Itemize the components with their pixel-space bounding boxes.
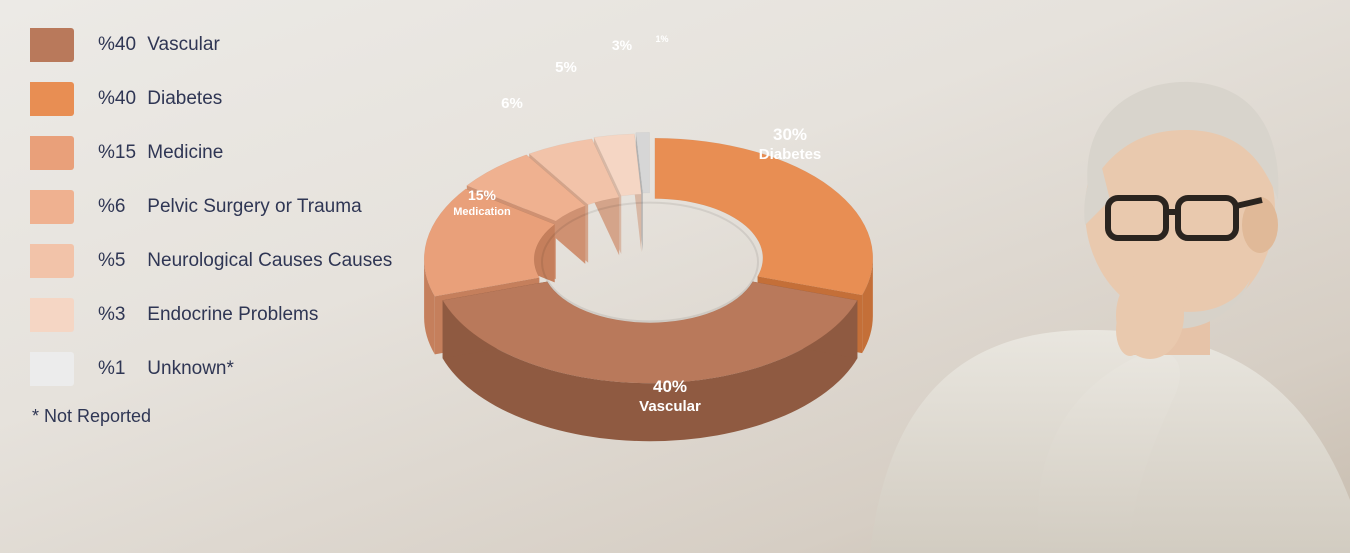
legend-swatch bbox=[30, 298, 74, 332]
legend-text: %40 Diabetes bbox=[98, 88, 222, 110]
legend-swatch bbox=[30, 190, 74, 224]
legend-swatch bbox=[30, 352, 74, 386]
legend-text: %40 Vascular bbox=[98, 34, 220, 56]
legend-text: %6 Pelvic Surgery or Trauma bbox=[98, 196, 362, 218]
legend-swatch bbox=[30, 244, 74, 278]
slice-label-unknown: 1% bbox=[655, 34, 668, 44]
legend-item: %6 Pelvic Surgery or Trauma bbox=[30, 190, 392, 224]
legend-text: %15 Medicine bbox=[98, 142, 223, 164]
slice-sublabel-medication: Medication bbox=[453, 206, 511, 218]
legend-item: %40 Diabetes bbox=[30, 82, 392, 116]
legend: %40 Vascular %40 Diabetes %15 Medicine %6 P… bbox=[30, 28, 392, 427]
slice-label-vascular: 40% bbox=[653, 377, 687, 396]
legend-item: %15 Medicine bbox=[30, 136, 392, 170]
legend-text: %1 Unknown* bbox=[98, 358, 234, 380]
legend-item: %3 Endocrine Problems bbox=[30, 298, 392, 332]
slice-sublabel-vascular: Vascular bbox=[639, 398, 701, 415]
slice-label-pelvic: 6% bbox=[501, 95, 523, 112]
legend-footnote: * Not Reported bbox=[32, 406, 392, 427]
legend-swatch bbox=[30, 82, 74, 116]
legend-item: %1 Unknown* bbox=[30, 352, 392, 386]
legend-text: %3 Endocrine Problems bbox=[98, 304, 318, 326]
slice-sublabel-diabetes: Diabetes bbox=[759, 146, 822, 163]
legend-swatch bbox=[30, 28, 74, 62]
slice-label-endocrine: 3% bbox=[612, 37, 633, 53]
slice-label-neuro: 5% bbox=[555, 59, 577, 76]
legend-item: %5 Neurological Causes Causes bbox=[30, 244, 392, 278]
donut-chart: 30% Diabetes 40% Vascular 15% Medication 6% 5% 3… bbox=[370, 0, 930, 520]
legend-item: %40 Vascular bbox=[30, 28, 392, 62]
slice-label-medication: 15% bbox=[468, 187, 497, 203]
legend-text: %5 Neurological Causes Causes bbox=[98, 250, 392, 272]
slice-vascular bbox=[443, 282, 858, 442]
slice-label-diabetes: 30% bbox=[773, 125, 807, 144]
legend-swatch bbox=[30, 136, 74, 170]
